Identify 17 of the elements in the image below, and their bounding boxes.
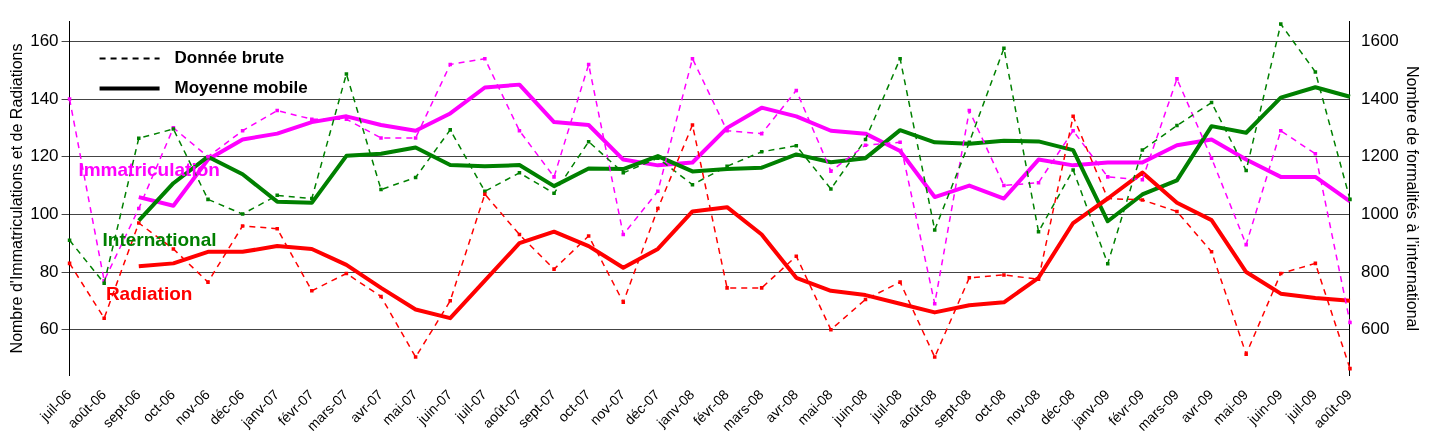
y-tick-label: 160 (30, 31, 59, 51)
y-tick-label: 80 (39, 261, 59, 281)
annotation: Moyenne mobile (174, 78, 308, 98)
y-tick-label: 100 (30, 204, 59, 224)
y-axis-title: Nombre d'Immatriculations et de Radiations (8, 43, 26, 354)
y2-tick-label: 800 (1360, 261, 1390, 281)
y2-tick-label: 600 (1360, 319, 1390, 339)
y2-tick-label: 1600 (1360, 31, 1399, 51)
y2-tick-label: 1000 (1360, 204, 1399, 224)
y-tick-label: 120 (30, 146, 59, 166)
y2-axis-title: Nombre de formalités à l’international (1403, 66, 1421, 332)
series-label: Radiation (105, 283, 193, 305)
y-tick-label: 60 (39, 319, 59, 339)
y2-tick-label: 1200 (1360, 146, 1399, 166)
annotation: Donnée brute (174, 48, 285, 68)
y-tick-label: 140 (30, 88, 59, 108)
y2-tick-label: 1400 (1360, 88, 1399, 108)
